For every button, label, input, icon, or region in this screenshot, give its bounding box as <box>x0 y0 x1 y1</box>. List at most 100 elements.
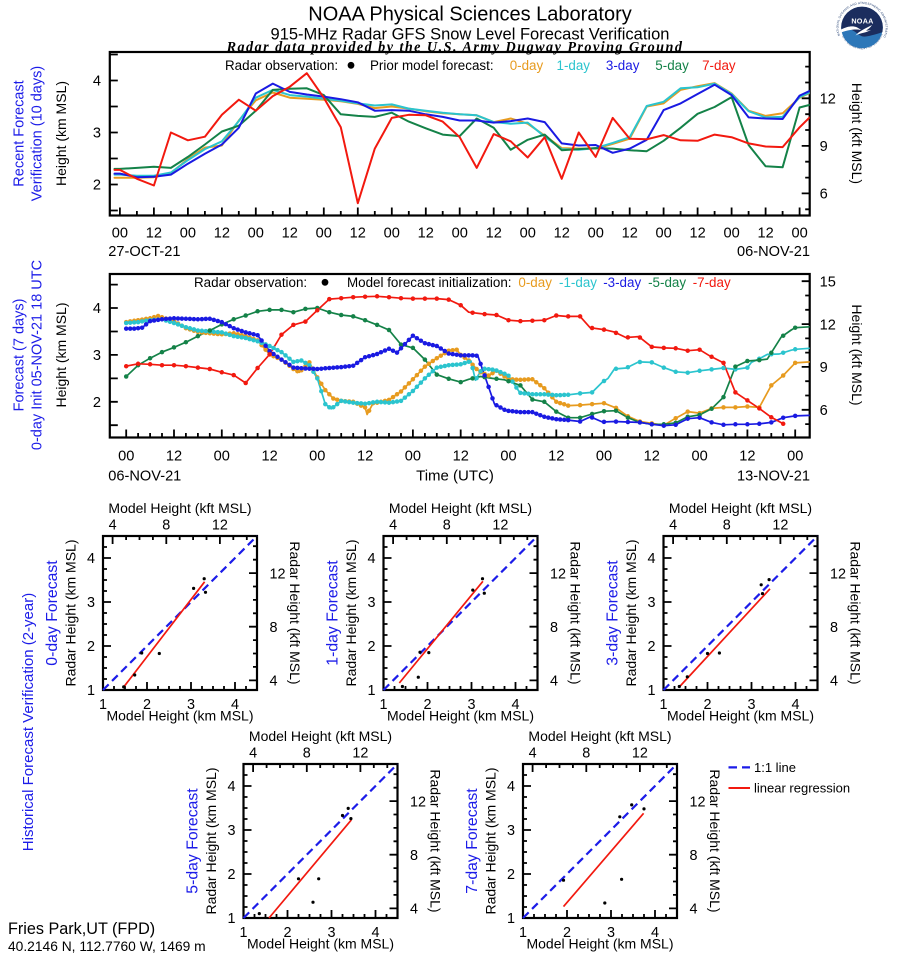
svg-text:4: 4 <box>647 551 655 567</box>
svg-text:00: 00 <box>248 226 264 242</box>
svg-text:2: 2 <box>93 395 101 411</box>
svg-text:4: 4 <box>651 925 659 941</box>
svg-text:00: 00 <box>214 448 230 464</box>
svg-text:1: 1 <box>99 697 107 713</box>
svg-text:8: 8 <box>270 620 278 636</box>
svg-text:Radar Height (kft MSL): Radar Height (kft MSL) <box>707 769 723 912</box>
svg-text:00: 00 <box>316 226 332 242</box>
svg-text:3: 3 <box>647 595 655 611</box>
svg-text:Model Height (km MSL): Model Height (km MSL) <box>247 935 394 951</box>
svg-text:12: 12 <box>492 518 508 534</box>
svg-text:Model Height (kft MSL): Model Height (kft MSL) <box>108 500 251 516</box>
svg-text:1:1 line: 1:1 line <box>754 760 796 775</box>
svg-text:00: 00 <box>787 448 803 464</box>
svg-text:Radar Height (km MSL): Radar Height (km MSL) <box>203 767 219 914</box>
svg-text:Radar Height (kft MSL): Radar Height (kft MSL) <box>568 541 584 684</box>
svg-text:Radar Height (km MSL): Radar Height (km MSL) <box>63 539 79 686</box>
svg-text:Height (km MSL): Height (km MSL) <box>53 302 69 407</box>
svg-text:3: 3 <box>93 126 101 142</box>
svg-text:2: 2 <box>87 639 95 655</box>
svg-text:06-NOV-21: 06-NOV-21 <box>108 468 181 484</box>
svg-text:12: 12 <box>357 448 373 464</box>
svg-text:NOAA: NOAA <box>851 17 873 26</box>
svg-text:-1-day: -1-day <box>559 275 597 290</box>
svg-text:15: 15 <box>820 274 836 290</box>
svg-text:Verification (10 days): Verification (10 days) <box>30 66 46 201</box>
svg-text:3: 3 <box>87 595 95 611</box>
svg-text:Height (kft MSL): Height (kft MSL) <box>849 304 865 405</box>
svg-text:8: 8 <box>303 746 311 762</box>
svg-text:12: 12 <box>632 746 648 762</box>
svg-text:Radar Height (kft MSL): Radar Height (kft MSL) <box>428 769 444 912</box>
svg-text:2: 2 <box>703 697 711 713</box>
svg-text:12: 12 <box>212 518 228 534</box>
svg-text:-7-day: -7-day <box>693 275 731 290</box>
svg-text:4: 4 <box>791 697 799 713</box>
svg-text:1: 1 <box>367 683 375 699</box>
svg-text:Radar Height (km MSL): Radar Height (km MSL) <box>343 539 359 686</box>
svg-text:Recent Forecast: Recent Forecast <box>12 80 28 186</box>
svg-text:4: 4 <box>371 925 379 941</box>
svg-text:4: 4 <box>690 902 698 918</box>
svg-text:Radar observation:: Radar observation: <box>194 275 307 290</box>
svg-text:4: 4 <box>231 697 239 713</box>
svg-text:12: 12 <box>548 448 564 464</box>
svg-text:1: 1 <box>507 911 515 927</box>
svg-text:Radar Height (km MSL): Radar Height (km MSL) <box>623 539 639 686</box>
svg-text:4: 4 <box>367 551 375 567</box>
svg-text:9: 9 <box>820 139 828 155</box>
svg-text:4: 4 <box>511 697 519 713</box>
svg-text:12: 12 <box>820 317 836 333</box>
svg-text:915-MHz Radar GFS Snow Level F: 915-MHz Radar GFS Snow Level Forecast Ve… <box>271 26 670 44</box>
svg-text:3: 3 <box>747 697 755 713</box>
svg-text:13-NOV-21: 13-NOV-21 <box>737 468 810 484</box>
svg-text:Prior model forecast:: Prior model forecast: <box>370 58 494 73</box>
svg-text:12: 12 <box>418 226 434 242</box>
svg-text:0-day Forecast: 0-day Forecast <box>44 560 61 666</box>
svg-text:4: 4 <box>410 902 418 918</box>
svg-text:12: 12 <box>622 226 638 242</box>
svg-text:3: 3 <box>327 925 335 941</box>
svg-text:6: 6 <box>820 403 828 419</box>
svg-text:Time (UTC): Time (UTC) <box>416 467 494 484</box>
svg-text:12: 12 <box>410 794 426 810</box>
svg-text:1: 1 <box>659 697 667 713</box>
svg-text:12: 12 <box>757 226 773 242</box>
svg-text:12: 12 <box>820 92 836 108</box>
svg-text:1: 1 <box>239 925 247 941</box>
svg-text:8: 8 <box>162 518 170 534</box>
svg-text:4: 4 <box>227 779 235 795</box>
svg-text:5-day: 5-day <box>655 58 689 73</box>
svg-text:-3-day: -3-day <box>603 275 641 290</box>
svg-text:Radar Height (km MSL): Radar Height (km MSL) <box>483 767 499 914</box>
svg-text:00: 00 <box>309 448 325 464</box>
svg-text:00: 00 <box>500 448 516 464</box>
svg-text:00: 00 <box>405 448 421 464</box>
svg-text:NOAA Physical Sciences Laborat: NOAA Physical Sciences Laboratory <box>308 4 632 26</box>
svg-text:4: 4 <box>109 518 117 534</box>
svg-text:06-NOV-21: 06-NOV-21 <box>737 244 810 260</box>
svg-text:00: 00 <box>112 226 128 242</box>
svg-text:12: 12 <box>270 566 286 582</box>
svg-text:1: 1 <box>519 925 527 941</box>
svg-text:4: 4 <box>550 674 558 690</box>
svg-text:3: 3 <box>227 823 235 839</box>
svg-text:00: 00 <box>452 226 468 242</box>
svg-text:3: 3 <box>187 697 195 713</box>
svg-text:Radar Height (kft MSL): Radar Height (kft MSL) <box>848 541 864 684</box>
svg-text:2: 2 <box>93 178 101 194</box>
svg-text:Model Height (kft MSL): Model Height (kft MSL) <box>669 500 812 516</box>
svg-text:3: 3 <box>607 925 615 941</box>
svg-text:4: 4 <box>669 518 677 534</box>
svg-text:-5-day: -5-day <box>648 275 686 290</box>
svg-text:12: 12 <box>830 566 846 582</box>
svg-text:9: 9 <box>820 360 828 376</box>
svg-text:4: 4 <box>507 779 515 795</box>
svg-text:3: 3 <box>367 595 375 611</box>
svg-text:Historical Forecast Verificati: Historical Forecast Verification (2-year… <box>20 593 37 851</box>
svg-text:Fries Park,UT (FPD): Fries Park,UT (FPD) <box>8 920 155 938</box>
svg-text:5-day Forecast: 5-day Forecast <box>185 788 202 894</box>
svg-text:3-day Forecast: 3-day Forecast <box>605 560 622 666</box>
svg-text:12: 12 <box>166 448 182 464</box>
svg-text:Model forecast initialization:: Model forecast initialization: <box>347 275 512 290</box>
